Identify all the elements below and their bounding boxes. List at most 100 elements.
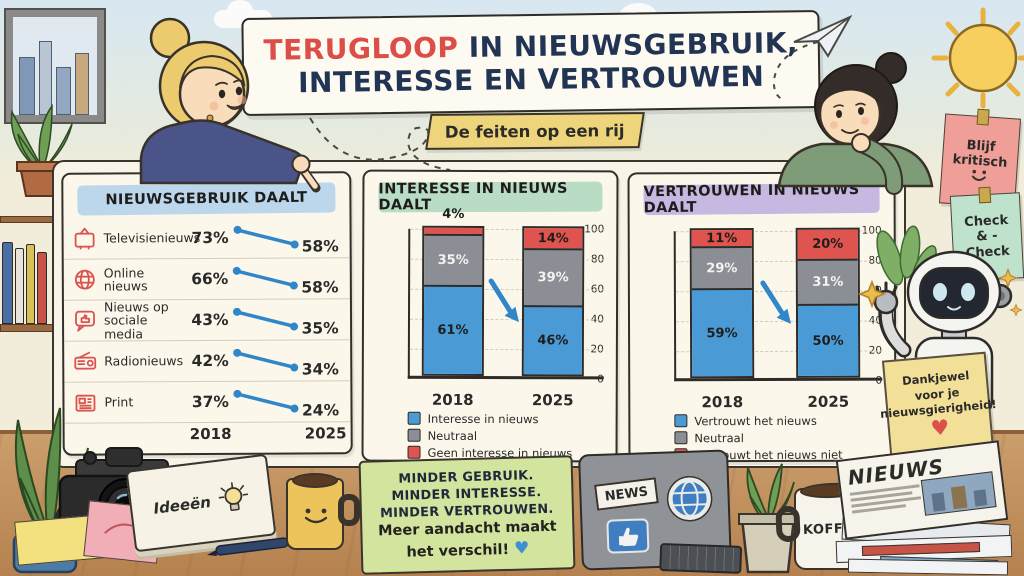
city-picture-frame <box>4 8 106 124</box>
legend-swatch-red <box>407 445 421 459</box>
legend-swatch-blue <box>407 411 421 425</box>
segment-interest: 61% <box>423 284 483 374</box>
news-sticker: NEWS <box>594 477 659 511</box>
heart-icon: ♥ <box>929 414 951 441</box>
title-line2: INTERESSE EN VERTROUWEN <box>297 59 765 100</box>
newspaper-layer <box>847 558 1009 576</box>
trust-chart: 100 80 60 40 20 0 11% 29% 59% <box>640 224 887 412</box>
bookshelf <box>0 324 60 332</box>
book-spine <box>15 248 24 324</box>
x-label-2018: 2018 <box>431 390 474 409</box>
thumbs-up-sticker-icon <box>606 518 650 554</box>
pink-sticky-note: Blijf kritisch <box>938 108 1022 209</box>
mug-handle <box>775 505 801 543</box>
value-2025: 58% <box>301 277 339 297</box>
slope-line <box>229 222 299 254</box>
x-label-2025: 2025 <box>807 392 850 411</box>
stacked-bar-2025: 20% 31% 50% <box>795 227 861 378</box>
usage-panel: NIEUWSGEBRUIK DAALT Televisienieuws 73% … <box>61 171 353 456</box>
legend-swatch-blue <box>674 414 688 428</box>
summary-note-last-line: het verschil! ♥ <box>406 538 530 561</box>
segment-neutral: 39% <box>524 248 583 306</box>
down-trend-arrow-icon <box>488 278 519 323</box>
stacked-bar-2018: 11% 29% 59% <box>689 228 755 379</box>
lightbulb-doodle-icon <box>218 482 248 512</box>
mug-handle <box>338 494 360 526</box>
value-2025: 34% <box>301 359 339 379</box>
book-row <box>0 236 56 324</box>
segment-no-trust: 20% <box>797 229 858 260</box>
legend-item: Interesse in nieuws <box>407 410 616 428</box>
globe-sticker-icon <box>666 476 713 522</box>
interest-chart: 100 80 60 40 20 0 4% 35% 61% <box>374 207 609 409</box>
value-2018: 73% <box>191 228 229 248</box>
value-2025: 58% <box>301 236 339 256</box>
y-axis: 100 80 60 40 20 0 <box>584 223 605 386</box>
smiley-icon <box>304 508 328 524</box>
segment-no-trust: 11% <box>691 230 752 247</box>
building-shape <box>75 53 89 115</box>
usage-row-online: Online nieuws 66% 58% <box>63 258 350 301</box>
slope-line <box>229 345 299 377</box>
value-2025: 24% <box>301 400 340 420</box>
trust-panel-header: VERTROUWEN IN NIEUWS DAALT <box>643 182 880 216</box>
tv-icon <box>72 226 98 252</box>
laptop-illustration: NEWS <box>578 449 743 574</box>
value-2018: 43% <box>191 310 229 330</box>
tape <box>978 186 992 204</box>
illustration-woman-right <box>777 52 934 195</box>
stacked-bar-2025: 14% 39% 46% <box>521 226 585 377</box>
y-axis: 100 80 60 40 20 0 <box>861 224 883 387</box>
x-label-2018: 2018 <box>701 393 744 412</box>
plant-top-left <box>10 103 73 197</box>
dashed-doodle <box>309 117 451 171</box>
segment-trust: 59% <box>691 288 753 377</box>
usage-rows: Televisienieuws 73% 58% Online nieuws 66… <box>63 217 351 453</box>
coffee-surface <box>292 473 338 488</box>
usage-row-radio: Radionieuws 42% 34% <box>64 340 351 383</box>
slope-line <box>229 386 299 418</box>
newspaper-stack: NIEUWS <box>828 440 1024 576</box>
legend-item: Neutraal <box>674 429 894 447</box>
interest-panel: INTERESSE IN NIEUWS DAALT 100 80 60 40 2… <box>361 169 619 463</box>
radio-icon <box>72 349 98 375</box>
segment-trust: 50% <box>797 304 859 376</box>
plant-center <box>738 463 798 574</box>
building-shape <box>19 57 35 115</box>
usage-row-social: Nieuws op sociale media 43% 35% <box>63 299 351 342</box>
bookshelf <box>0 216 56 223</box>
slope-line <box>228 263 299 295</box>
segment-neutral: 35% <box>424 233 483 285</box>
trust-panel: VERTROUWEN IN NIEUWS DAALT 100 80 60 40 … <box>627 171 897 463</box>
plot-area: 4% 35% 61% 14% 39% <box>407 207 605 409</box>
dashed-doodle <box>772 41 819 101</box>
segment-neutral: 31% <box>797 258 858 305</box>
smiley-mug <box>286 473 360 550</box>
x-label-2025: 2025 <box>531 391 574 410</box>
year-2025-label: 2025 <box>304 424 347 443</box>
laptop-lid: NEWS <box>578 449 743 574</box>
building-shape <box>56 67 71 115</box>
summary-note: MINDER GEBRUIK. MINDER INTERESSE. MINDER… <box>358 455 576 575</box>
idea-notebook: Ideeën <box>125 453 277 553</box>
usage-row-print: Print 37% 24% <box>64 381 351 424</box>
print-icon <box>72 390 98 416</box>
legend-swatch-gray <box>674 431 688 445</box>
legend-item: Vertrouwt het nieuws <box>674 412 894 430</box>
heart-icon: ♥ <box>513 538 530 560</box>
legend-item: Neutraal <box>407 427 616 445</box>
smiley-icon <box>971 169 987 181</box>
value-2018: 37% <box>191 392 229 412</box>
book-spine <box>2 242 13 324</box>
newspaper-photo <box>920 471 997 516</box>
down-trend-arrow-icon <box>760 280 792 324</box>
globe-icon <box>72 267 98 293</box>
book-spine <box>37 252 47 324</box>
interest-panel-header: INTERESSE IN NIEUWS DAALT <box>378 181 603 213</box>
segment-neutral: 29% <box>691 246 752 289</box>
segment-interest: 46% <box>523 305 583 375</box>
usage-row-tv: Televisienieuws 73% 58% <box>63 217 350 260</box>
value-2018: 66% <box>191 269 229 289</box>
building-shape <box>39 41 52 115</box>
